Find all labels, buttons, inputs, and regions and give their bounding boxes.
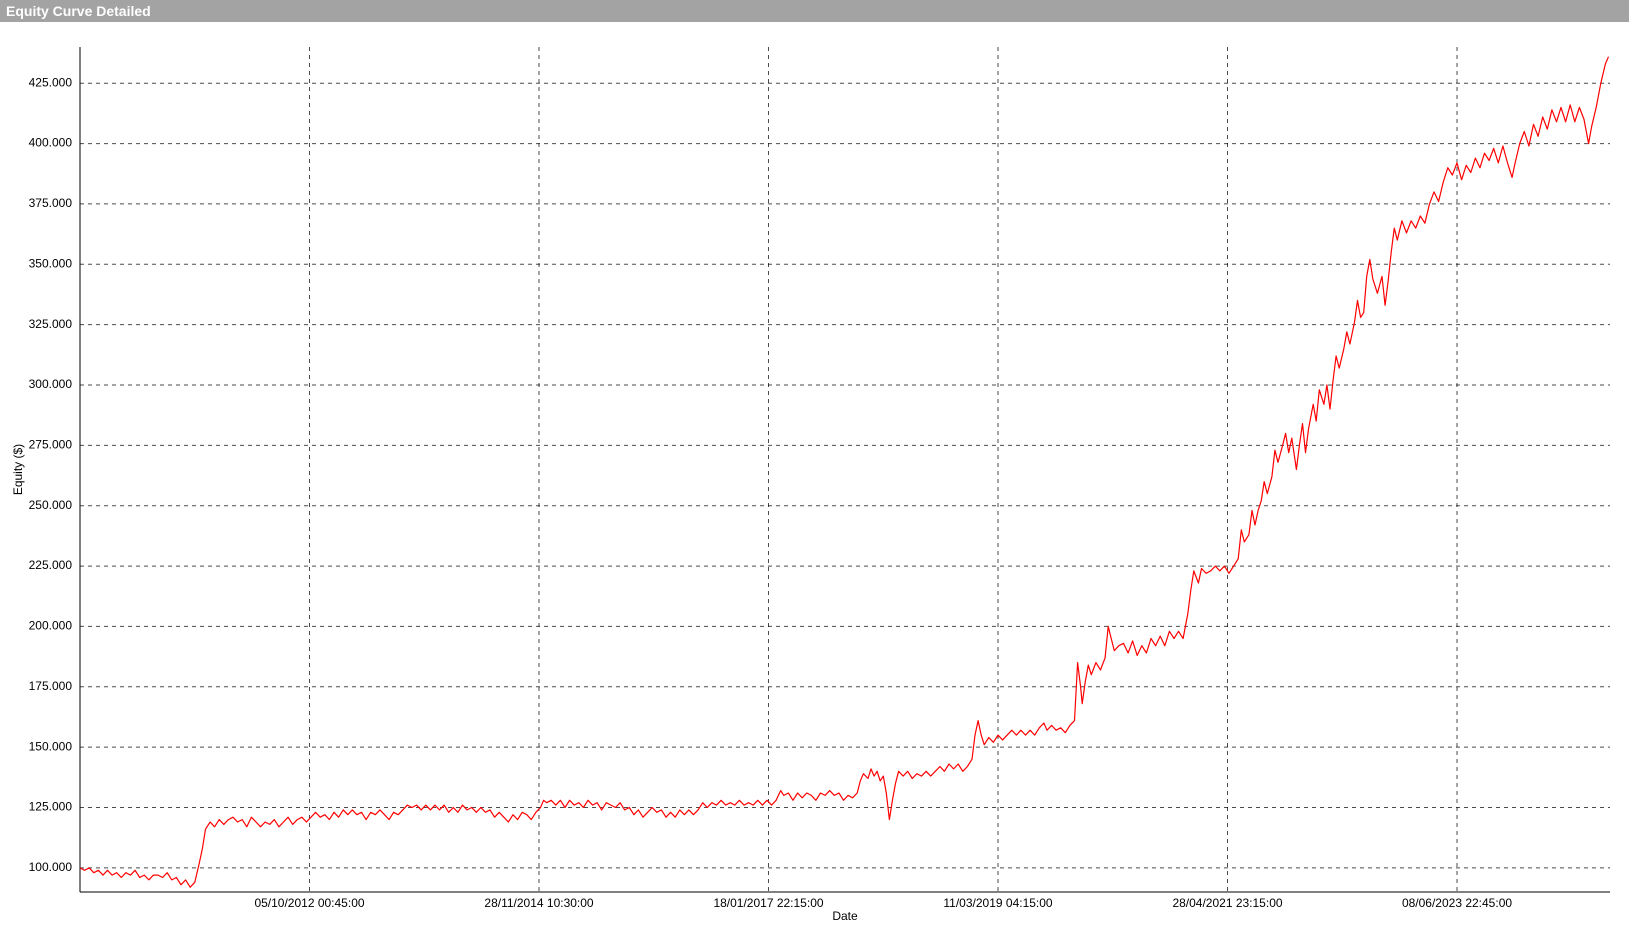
y-tick-label: 400.000: [29, 136, 73, 150]
y-tick-label: 325.000: [29, 317, 73, 331]
x-tick-label: 28/11/2014 10:30:00: [484, 896, 594, 910]
chart-area[interactable]: 100.000 125.000 150.000 175.000 200.000 225.0…: [0, 22, 1629, 927]
y-tick-label: 175.000: [29, 679, 73, 693]
equity-curve-chart: 100.000 125.000 150.000 175.000 200.000 225.0…: [0, 22, 1629, 927]
y-tick-label: 375.000: [29, 196, 73, 210]
x-tick-label: 05/10/2012 00:45:00: [254, 896, 364, 910]
x-tick-label: 08/06/2023 22:45:00: [1402, 896, 1512, 910]
y-tick-label: 225.000: [29, 558, 73, 572]
y-tick-label: 275.000: [29, 438, 73, 452]
y-tick-label: 125.000: [29, 800, 73, 814]
y-tick-label: 300.000: [29, 377, 73, 391]
chart-window: Equity Curve Detailed 100.000 125.000 150.…: [0, 0, 1629, 927]
y-tick-label: 250.000: [29, 498, 73, 512]
x-tick-label: 28/04/2021 23:15:00: [1172, 896, 1282, 910]
y-tick-label: 350.000: [29, 256, 73, 270]
x-tick-label: 18/01/2017 22:15:00: [713, 896, 823, 910]
y-tick-label: 425.000: [29, 75, 73, 89]
y-tick-label: 200.000: [29, 619, 73, 633]
y-axis-title: Equity ($): [11, 444, 25, 495]
window-titlebar[interactable]: Equity Curve Detailed: [0, 0, 1629, 22]
x-tick-label: 11/03/2019 04:15:00: [943, 896, 1053, 910]
window-title: Equity Curve Detailed: [6, 3, 151, 19]
y-tick-label: 150.000: [29, 739, 73, 753]
y-tick-label: 100.000: [29, 860, 73, 874]
x-axis-title: Date: [832, 909, 858, 923]
